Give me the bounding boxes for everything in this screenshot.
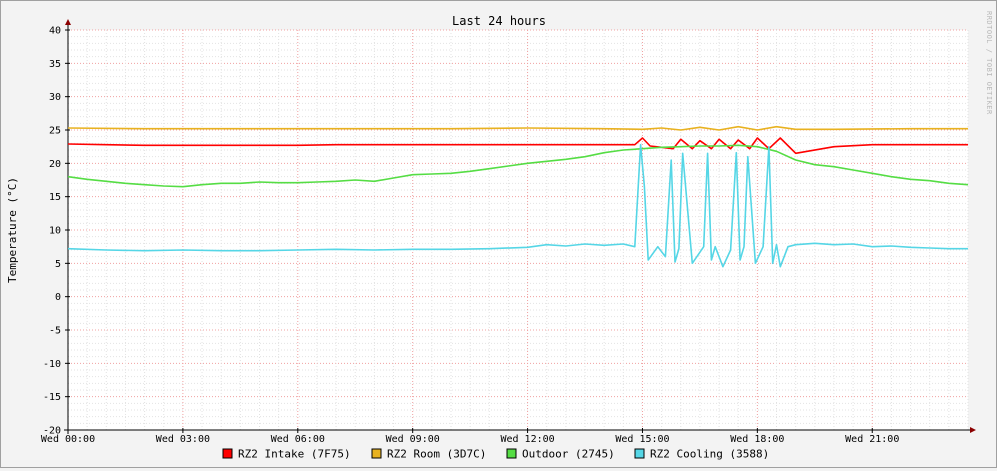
legend-label: RZ2 Room (3D7C) — [387, 448, 486, 461]
series-line-rz2-cooling-3588 — [67, 143, 968, 268]
x-tick-label: Wed 15:00 — [615, 434, 669, 445]
y-tick-label: 15 — [49, 192, 61, 203]
legend-label: RZ2 Intake (7F75) — [238, 448, 351, 461]
x-axis-arrow — [970, 427, 976, 433]
chart-title: Last 24 hours — [452, 14, 546, 28]
legend: RZ2 Intake (7F75) RZ2 Room (3D7C) Outdoor … — [222, 448, 769, 461]
y-tick-label: 5 — [55, 259, 61, 270]
legend-swatch — [634, 448, 645, 459]
y-tick-label: -5 — [49, 326, 61, 337]
y-axis-arrow — [65, 19, 71, 25]
y-tick-label: 30 — [49, 92, 61, 103]
x-tick-label: Wed 12:00 — [500, 434, 554, 445]
axes — [64, 19, 976, 434]
x-tick-label: Wed 18:00 — [730, 434, 784, 445]
y-tick-label: 10 — [49, 226, 61, 237]
y-tick-label: 0 — [55, 292, 61, 303]
legend-label: Outdoor (2745) — [522, 448, 615, 461]
legend-label: RZ2 Cooling (3588) — [650, 448, 769, 461]
series-line-outdoor-2745 — [67, 144, 969, 188]
x-tick-label: Wed 00:00 — [41, 434, 95, 445]
legend-swatch — [371, 448, 382, 459]
y-tick-labels: 40 35 30 25 20 15 10 5 0 -5 -10 -15 -20 — [43, 26, 70, 437]
x-tick-label: Wed 09:00 — [386, 434, 440, 445]
x-tick-label: Wed 03:00 — [156, 434, 210, 445]
y-axis-label: Temperature (°C) — [6, 177, 19, 283]
x-tick-label: Wed 06:00 — [271, 434, 325, 445]
y-tick-label: -10 — [43, 359, 61, 370]
y-tick-label: 40 — [49, 26, 61, 37]
series-line-rz2-room-3d7c — [67, 125, 968, 131]
x-tick-label: Wed 21:00 — [845, 434, 899, 445]
y-tick-label: 20 — [49, 159, 61, 170]
x-tick-labels: Wed 00:00 Wed 03:00 Wed 06:00 Wed 09:00 Wed … — [41, 428, 899, 445]
legend-swatch — [222, 448, 233, 459]
y-tick-label: -20 — [43, 426, 61, 437]
watermark: RRDTOOL / TOBI OETIKER — [985, 11, 993, 115]
series-line-rz2-intake-7f75 — [67, 137, 968, 155]
legend-swatch — [506, 448, 517, 459]
y-tick-label: 35 — [49, 59, 61, 70]
series-lines — [67, 125, 969, 268]
y-tick-label: 25 — [49, 126, 61, 137]
grid — [67, 29, 969, 431]
y-tick-label: -15 — [43, 392, 61, 403]
